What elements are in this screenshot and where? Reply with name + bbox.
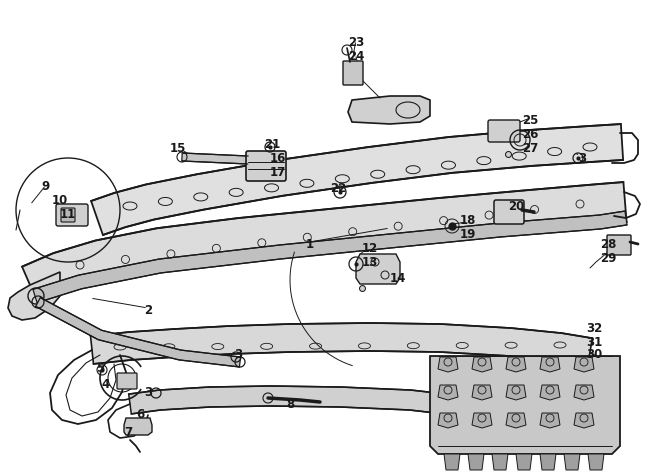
Polygon shape	[91, 323, 592, 366]
FancyBboxPatch shape	[494, 200, 524, 224]
Text: 4: 4	[102, 379, 110, 391]
Polygon shape	[516, 454, 532, 470]
Polygon shape	[564, 454, 580, 470]
Polygon shape	[129, 386, 542, 428]
Text: 23: 23	[348, 36, 364, 48]
FancyBboxPatch shape	[117, 373, 137, 389]
Polygon shape	[438, 413, 458, 428]
Text: 14: 14	[389, 272, 406, 285]
Text: 17: 17	[270, 165, 286, 179]
Text: 3: 3	[234, 349, 242, 361]
Polygon shape	[506, 385, 526, 400]
Polygon shape	[540, 385, 560, 400]
Text: 6: 6	[136, 408, 144, 421]
Text: 25: 25	[522, 114, 538, 126]
Polygon shape	[430, 356, 620, 454]
Polygon shape	[540, 413, 560, 428]
Polygon shape	[574, 413, 594, 428]
Polygon shape	[574, 385, 594, 400]
Text: 16: 16	[270, 152, 286, 164]
Text: 21: 21	[264, 137, 280, 151]
Polygon shape	[472, 385, 492, 400]
Text: 7: 7	[124, 426, 132, 438]
Polygon shape	[348, 96, 430, 124]
FancyBboxPatch shape	[246, 151, 286, 181]
Polygon shape	[472, 413, 492, 428]
Polygon shape	[444, 454, 460, 470]
Polygon shape	[36, 297, 241, 367]
Text: 30: 30	[586, 349, 602, 361]
Text: 28: 28	[600, 238, 616, 250]
Polygon shape	[22, 182, 626, 304]
Text: 22: 22	[330, 181, 346, 194]
Text: 31: 31	[586, 335, 602, 349]
Text: 20: 20	[508, 200, 524, 212]
Polygon shape	[574, 357, 594, 372]
Text: 26: 26	[522, 127, 538, 141]
Polygon shape	[438, 357, 458, 372]
Text: 29: 29	[600, 251, 616, 265]
FancyBboxPatch shape	[343, 61, 363, 85]
Polygon shape	[33, 211, 627, 303]
Text: 15: 15	[170, 142, 186, 154]
FancyBboxPatch shape	[488, 120, 520, 142]
Text: 8: 8	[286, 399, 294, 411]
Polygon shape	[468, 454, 484, 470]
Polygon shape	[588, 454, 604, 470]
Text: 18: 18	[460, 213, 476, 227]
Polygon shape	[540, 454, 556, 470]
Polygon shape	[438, 385, 458, 400]
Polygon shape	[506, 357, 526, 372]
FancyBboxPatch shape	[56, 204, 88, 226]
Text: 1: 1	[306, 238, 314, 251]
Polygon shape	[506, 413, 526, 428]
FancyBboxPatch shape	[607, 235, 631, 255]
Polygon shape	[472, 357, 492, 372]
Text: 32: 32	[586, 322, 602, 334]
Text: 9: 9	[42, 180, 50, 192]
Polygon shape	[91, 124, 623, 235]
Polygon shape	[124, 418, 152, 435]
Text: 27: 27	[522, 142, 538, 154]
Text: 10: 10	[52, 193, 68, 207]
FancyBboxPatch shape	[61, 208, 75, 222]
Text: 3: 3	[578, 152, 586, 164]
Text: 11: 11	[60, 209, 76, 221]
Text: 12: 12	[362, 241, 378, 255]
Text: 19: 19	[460, 228, 476, 240]
Polygon shape	[182, 153, 248, 164]
Polygon shape	[8, 272, 60, 320]
Text: 3: 3	[144, 387, 152, 399]
Polygon shape	[540, 357, 560, 372]
Text: 13: 13	[362, 256, 378, 268]
Polygon shape	[356, 254, 400, 284]
Text: 2: 2	[144, 304, 152, 316]
Text: 24: 24	[348, 50, 364, 64]
Polygon shape	[492, 454, 508, 470]
Text: 5: 5	[96, 361, 104, 374]
